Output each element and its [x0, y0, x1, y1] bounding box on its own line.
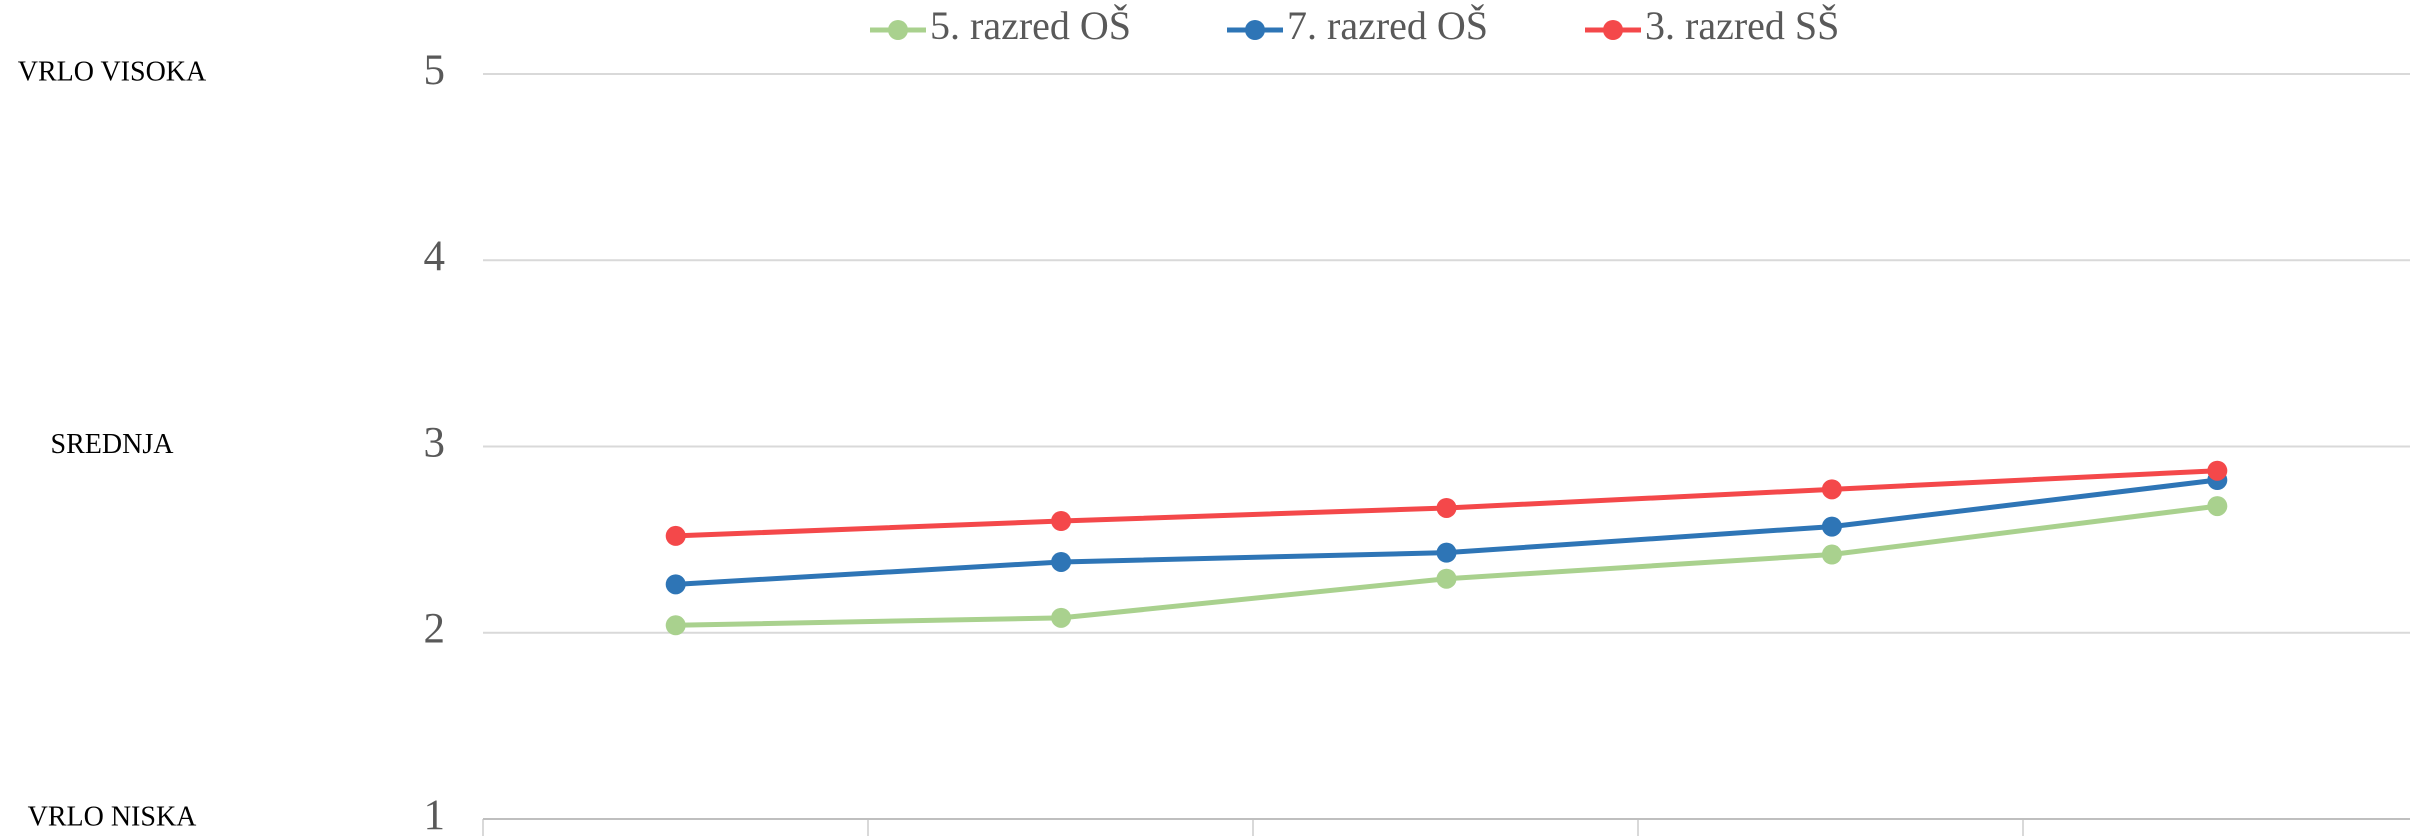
data-point — [665, 574, 686, 595]
legend-marker — [1245, 20, 1265, 40]
data-point — [1821, 479, 1842, 500]
data-point — [1436, 568, 1457, 589]
series-line — [675, 503, 2218, 628]
level-label: VRLO NISKA — [28, 801, 198, 832]
data-point — [665, 525, 686, 546]
data-point — [1821, 544, 1842, 565]
data-point — [1436, 542, 1457, 563]
level-label: VRLO VISOKA — [18, 56, 207, 87]
data-point — [1436, 497, 1457, 518]
data-point — [665, 615, 686, 636]
data-point — [2207, 460, 2228, 481]
y-tick-label: 4 — [424, 233, 446, 280]
legend-marker — [1603, 20, 1623, 40]
data-point — [1051, 607, 1072, 628]
data-point — [1821, 516, 1842, 537]
legend-label: 3. razred SŠ — [1645, 3, 1839, 48]
y-tick-label: 3 — [424, 419, 446, 466]
data-point — [2207, 496, 2228, 517]
series-line — [675, 477, 2218, 587]
y-tick-label: 1 — [424, 792, 446, 836]
legend-label: 7. razred OŠ — [1287, 3, 1488, 48]
level-label: SREDNJA — [51, 429, 175, 460]
y-tick-label: 5 — [424, 47, 446, 94]
data-point — [1051, 551, 1072, 572]
legend-label: 5. razred OŠ — [930, 3, 1131, 48]
data-point — [1051, 511, 1072, 531]
legend-marker — [888, 20, 908, 40]
y-tick-label: 2 — [424, 606, 446, 653]
